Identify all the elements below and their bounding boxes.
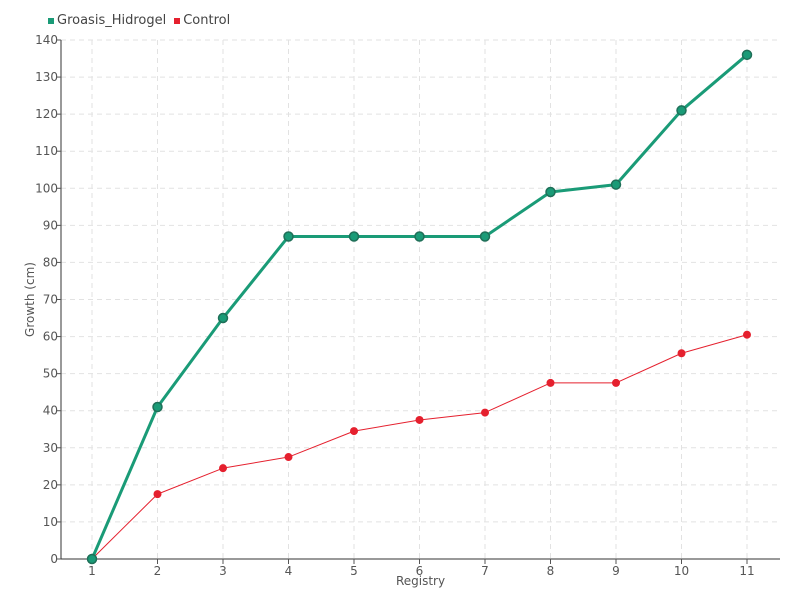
y-tick-label: 0 (50, 552, 58, 566)
legend-label-series-1: Groasis_Hidrogel (57, 13, 167, 28)
data-point-series-2[interactable] (350, 427, 358, 436)
legend-item-series-2[interactable]: Control (174, 13, 230, 28)
x-tick-label: 6 (416, 564, 424, 578)
x-tick-label: 5 (350, 564, 358, 578)
y-axis-ticks: 0 10 20 30 40 50 60 70 80 90 100 110 120 130 140 (35, 33, 61, 566)
y-tick-label: 130 (35, 70, 58, 84)
data-point-series-1[interactable] (545, 186, 556, 198)
data-point-series-1[interactable] (217, 312, 229, 324)
y-tick-label: 20 (43, 478, 58, 492)
x-tick-label: 9 (612, 564, 620, 578)
y-tick-label: 110 (35, 144, 58, 158)
data-point-series-1[interactable] (610, 179, 622, 190)
y-tick-label: 50 (43, 367, 58, 381)
y-tick-label: 100 (35, 181, 58, 195)
y-tick-label: 70 (43, 293, 58, 307)
legend-swatch-series-2 (174, 17, 181, 24)
x-tick-label: 2 (154, 564, 162, 578)
series-group (86, 49, 753, 565)
legend-label-series-2: Control (183, 13, 231, 28)
grid (61, 39, 780, 559)
data-point-series-2[interactable] (546, 378, 555, 387)
data-point-series-2[interactable] (612, 378, 620, 387)
chart-legend: Groasis_Hidrogel Control (48, 13, 230, 28)
x-tick-label: 11 (739, 564, 754, 578)
x-tick-label: 10 (674, 564, 689, 578)
data-point-series-1[interactable] (741, 49, 753, 61)
x-axis-title: Registry (396, 574, 445, 588)
y-tick-label: 40 (43, 404, 58, 418)
data-point-series-2[interactable] (153, 490, 162, 499)
data-point-series-2[interactable] (677, 349, 686, 358)
y-axis-title: Growth (cm) (23, 262, 37, 337)
data-point-series-1[interactable] (152, 401, 163, 413)
y-tick-label: 80 (43, 255, 58, 269)
data-point-series-1[interactable] (414, 231, 425, 242)
x-tick-label: 3 (219, 564, 227, 578)
legend-item-series-1[interactable]: Groasis_Hidrogel (48, 13, 166, 28)
data-point-series-2[interactable] (415, 415, 424, 424)
data-point-series-1[interactable] (283, 231, 294, 242)
axes (60, 40, 780, 560)
data-point-series-2[interactable] (284, 453, 293, 462)
data-point-series-2[interactable] (219, 464, 227, 473)
data-point-series-2[interactable] (743, 330, 751, 339)
data-point-series-1[interactable] (86, 553, 98, 565)
legend-swatch-series-1 (48, 17, 54, 24)
data-point-series-2[interactable] (481, 408, 489, 417)
y-tick-label: 10 (43, 515, 58, 529)
x-tick-label: 1 (88, 564, 96, 578)
x-tick-label: 8 (547, 564, 555, 578)
y-tick-label: 30 (43, 441, 58, 455)
y-tick-label: 90 (43, 218, 58, 232)
y-tick-label: 140 (35, 33, 58, 47)
x-axis-ticks: 1 2 3 4 5 6 7 8 9 10 11 (88, 559, 755, 578)
data-point-series-1[interactable] (479, 231, 491, 242)
data-point-series-1[interactable] (348, 231, 360, 242)
y-tick-label: 120 (35, 107, 58, 121)
data-point-series-1[interactable] (676, 105, 687, 116)
x-tick-label: 4 (285, 564, 293, 578)
x-tick-label: 7 (481, 564, 489, 578)
y-tick-label: 60 (43, 330, 58, 344)
